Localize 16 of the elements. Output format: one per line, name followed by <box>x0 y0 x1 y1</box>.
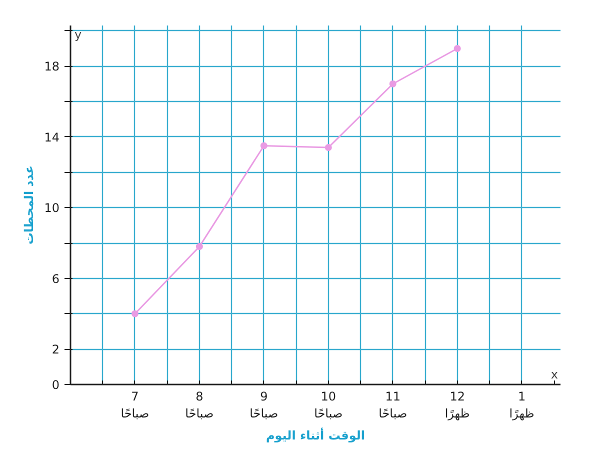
y-tick-label: 14 <box>44 130 60 144</box>
point <box>324 144 332 152</box>
annotation: x <box>550 368 558 382</box>
y-tick-label: 0 <box>52 378 60 392</box>
x-axis-title: الوقت أثناء اليوم <box>266 427 366 442</box>
point <box>389 80 396 88</box>
annotation: y <box>74 28 82 42</box>
point <box>131 310 138 318</box>
y-axis-title: عدد المحطات <box>22 165 36 245</box>
point <box>196 243 203 250</box>
y-tick-label: 18 <box>44 60 60 74</box>
y-tick-label: 6 <box>52 272 60 286</box>
point <box>454 44 461 52</box>
point <box>260 142 268 150</box>
y-tick-label: 2 <box>52 342 60 357</box>
y-tick-label: 10 <box>44 201 60 216</box>
